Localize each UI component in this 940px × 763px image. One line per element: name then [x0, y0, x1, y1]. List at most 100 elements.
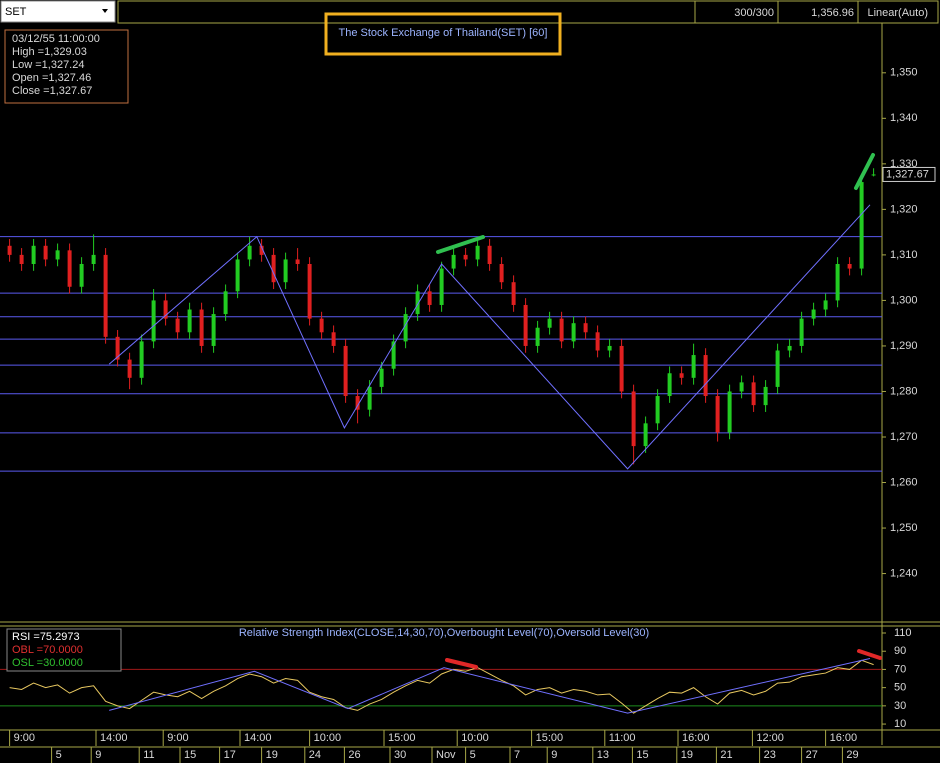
candle-body: [751, 382, 756, 406]
candle-body: [499, 264, 504, 283]
candle-body: [175, 318, 180, 333]
candle-body: [91, 254, 96, 265]
x-tick-label: 21: [720, 749, 732, 761]
candle-body: [607, 345, 612, 351]
candle-body: [19, 254, 24, 265]
y-tick-label: 1,250: [890, 522, 918, 534]
candle-body: [259, 245, 264, 255]
candle-body: [811, 309, 816, 319]
y-tick-label: 1,330: [890, 158, 918, 170]
x-tick-label: 26: [348, 749, 360, 761]
rsi-trend-line: [109, 658, 871, 714]
candle-body: [415, 291, 420, 315]
candle-body: [31, 245, 36, 265]
candle-body: [7, 245, 12, 255]
candle-body: [739, 382, 744, 392]
candle-body: [427, 291, 432, 305]
dropdown-arrow: [102, 9, 108, 13]
candle-body: [679, 373, 684, 378]
x-tick-label: 11: [143, 749, 154, 761]
rsi-legend: [6, 628, 122, 672]
title-highlight: [324, 12, 562, 56]
candle-body: [619, 345, 624, 392]
candle-body: [355, 396, 360, 410]
symbol: SET: [5, 6, 27, 18]
symbol-dropdown[interactable]: [0, 0, 116, 23]
candle-body: [799, 318, 804, 346]
candle-body: [535, 327, 540, 346]
candle-body: [787, 345, 792, 351]
candle-body: [247, 245, 252, 260]
candle-body: [43, 245, 48, 260]
candle-body: [127, 359, 132, 378]
x-tick-label: 14:00: [100, 732, 128, 744]
x-tick-label: Nov: [436, 749, 456, 761]
candle-body: [403, 314, 408, 342]
candle-body: [763, 386, 768, 406]
candle-body: [331, 332, 336, 346]
x-tick-label: 16:00: [682, 732, 710, 744]
candle-body: [511, 282, 516, 305]
rsi-tick-label: 70: [894, 663, 906, 675]
candle-body: [319, 318, 324, 333]
info-date: 03/12/55 11:00:00: [12, 33, 100, 45]
candle-body: [463, 254, 468, 260]
candle-body: [103, 254, 108, 337]
candle-body: [475, 245, 480, 260]
x-tick-label: 9:00: [14, 732, 35, 744]
x-tick-label: 15: [184, 749, 196, 761]
chart-title: The Stock Exchange of Thailand(SET) [60]: [339, 27, 548, 39]
price-tag-label: 1,327.67: [886, 168, 929, 180]
y-tick-label: 1,310: [890, 249, 918, 261]
candle-body: [379, 368, 384, 387]
candle-body: [223, 291, 228, 315]
candle-body: [367, 386, 372, 410]
x-tick-label: 11:00: [609, 732, 636, 744]
x-tick-label: 5: [470, 749, 476, 761]
candle-body: [583, 323, 588, 333]
candle-body: [283, 259, 288, 283]
x-tick-label: 19: [266, 749, 278, 761]
candle-body: [451, 254, 456, 269]
x-tick-label: 12:00: [756, 732, 784, 744]
x-tick-label: 13: [597, 749, 609, 761]
candle-body: [391, 341, 396, 369]
info-low: Low =1,327.24: [12, 59, 84, 71]
candle-body: [559, 318, 564, 342]
x-tick-label: 19: [681, 749, 693, 761]
candle-body: [643, 423, 648, 447]
candle-body: [775, 350, 780, 387]
y-tick-label: 1,280: [890, 385, 918, 397]
rsi-tick-label: 90: [894, 645, 906, 657]
candle-body: [139, 341, 144, 378]
candle-body: [631, 391, 636, 447]
candle-body: [571, 323, 576, 342]
x-tick-label: 9: [95, 749, 101, 761]
x-tick-label: 15:00: [388, 732, 416, 744]
candle-body: [79, 264, 84, 287]
y-tick-label: 1,290: [890, 340, 918, 352]
candle-body: [115, 336, 120, 360]
x-tick-label: 30: [394, 749, 406, 761]
candle-body: [295, 259, 300, 265]
candle-body: [859, 182, 864, 269]
candle-body: [187, 309, 192, 333]
trend-line: [108, 204, 871, 470]
scale-mode[interactable]: Linear(Auto): [867, 7, 928, 19]
rsi-line: [9, 659, 874, 714]
rsi-legend-item: RSI =75.2973: [12, 631, 80, 643]
y-tick-label: 1,300: [890, 294, 918, 306]
y-tick-label: 1,270: [890, 431, 918, 443]
candle-body: [595, 332, 600, 351]
rsi-legend-item: OSL =30.0000: [12, 657, 83, 669]
candle-body: [67, 250, 72, 287]
rsi-tick-label: 110: [894, 627, 912, 639]
x-tick-label: 16:00: [830, 732, 858, 744]
y-tick-label: 1,240: [890, 567, 918, 579]
y-tick-label: 1,320: [890, 203, 918, 215]
candle-body: [871, 174, 876, 176]
candle-body: [343, 345, 348, 397]
